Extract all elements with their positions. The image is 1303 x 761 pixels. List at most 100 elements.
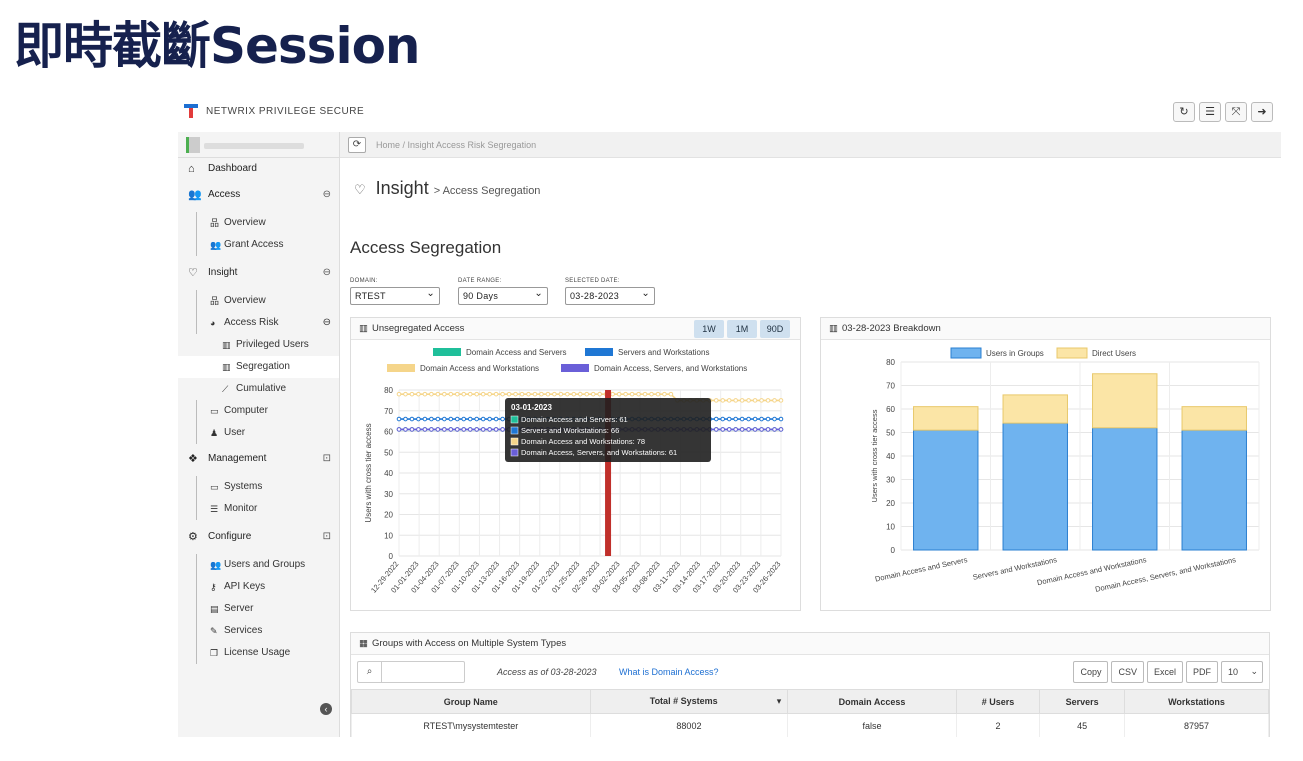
series-point [649,391,654,397]
page-subtitle: > Access Segregation [433,185,541,197]
pdf-button[interactable]: PDF [1186,661,1218,683]
sidebar-item-license-usage[interactable]: ❐ License Usage [178,642,339,664]
selected-date-select[interactable]: 03-28-2023 [565,286,655,305]
series-point [513,391,518,397]
y-tick-label: 50 [886,429,895,438]
sidebar-item-label: Access Risk [224,317,279,328]
sidebar-item-label: Overview [224,217,266,228]
bar-chart[interactable]: Users in Groups Direct Users 0 10 20 30 40 50 60… [821,340,1270,610]
sidebar-item-insight-overview[interactable]: 品 Overview [178,290,339,312]
collapse-sidebar-icon[interactable]: ‹ [320,703,332,715]
sidebar-item-users-and-groups[interactable]: 👥 Users and Groups [178,554,339,576]
table-toolbar: ⌕ Access as of 03-28-2023 What is Domain… [351,655,1269,689]
server-icon: ▤ [210,604,219,614]
range-1m-button[interactable]: 1M [727,320,757,338]
series-point [746,416,751,422]
sidebar-item-access-risk[interactable]: ◕ Access Risk ⊖ [178,312,339,334]
sidebar-item-grant-access[interactable]: 👥 Grant Access [178,234,339,256]
range-90d-button[interactable]: 90D [760,320,790,338]
column-header-workstations[interactable]: Workstations [1123,689,1270,714]
selected-date-filter: SELECTED DATE: 03-28-2023 [565,278,655,305]
collapse-icon[interactable]: ⊡ [322,453,331,464]
sidebar-item-label: Cumulative [236,383,287,394]
bar-chart-icon: ▥ [359,323,368,334]
sidebar-item-segregation[interactable]: ▥ Segregation [178,356,339,378]
section-heading: Access Segregation [350,238,502,257]
sidebar-item-insight[interactable]: ♡ Insight ⊖ [178,262,339,284]
menu-icon[interactable]: ☰ [1199,102,1221,122]
series-point [461,427,467,432]
brand-name: NETWRIX PRIVILEGE SECURE [206,105,365,117]
sidebar-item-configure[interactable]: ⚙ Configure ⊡ [178,526,339,548]
table-row[interactable]: RTEST\mysystemtester 88002 false 2 45 87… [351,713,1270,737]
chevron-down-icon: ⌄ [1250,666,1258,676]
series-point [590,391,596,397]
series-point [746,427,751,432]
avatar [186,137,200,153]
column-header-domain-access[interactable]: Domain Access [787,689,957,714]
sidebar-item-dashboard[interactable]: ⌂ Dashboard [178,158,339,180]
sidebar-item-cumulative[interactable]: ⟋ Cumulative [178,378,339,400]
y-tick-label: 80 [886,358,895,367]
series-point [778,416,784,422]
sort-desc-icon: ▾ [776,696,782,706]
series-point [636,391,641,397]
sidebar-item-computer[interactable]: ▭ Computer [178,400,339,422]
refresh-icon[interactable]: ↻ [1173,102,1195,122]
page-size-select[interactable]: 10 ⌄ [1221,661,1263,683]
copy-icon: ❐ [210,648,219,658]
table-search-input[interactable]: ⌕ [357,661,465,683]
range-1w-button[interactable]: 1W [694,320,724,338]
fullscreen-icon[interactable]: ⤧ [1225,102,1247,122]
collapse-icon[interactable]: ⊖ [322,189,331,200]
series-point [416,391,421,397]
sidebar-item-access-overview[interactable]: 品 Overview [178,212,339,234]
series-point [467,427,473,432]
table-icon: ▦ [359,638,368,649]
cell-servers: 45 [1039,713,1125,737]
line-chart[interactable]: Domain Access and Servers Servers and Wor… [351,340,800,610]
refresh-page-icon[interactable]: ⟳ [348,137,366,153]
collapse-icon[interactable]: ⊖ [322,267,331,278]
user-box[interactable] [178,132,339,158]
sidebar-item-server[interactable]: ▤ Server [178,598,339,620]
domain-select[interactable]: RTEST [350,286,440,305]
series-point [623,391,628,397]
series-point [500,391,505,397]
y-tick-label: 70 [384,407,393,416]
sidebar-item-user[interactable]: ♟ User [178,422,339,444]
date-range-select[interactable]: 90 Days [458,286,548,305]
series-point [506,391,512,397]
collapse-icon[interactable]: ⊖ [322,317,331,328]
sidebar-item-access[interactable]: 👥 Access ⊖ [178,184,339,206]
excel-button[interactable]: Excel [1146,661,1183,683]
sidebar-item-management[interactable]: ❖ Management ⊡ [178,448,339,470]
sidebar-item-monitor[interactable]: ☰ Monitor [178,498,339,520]
home-icon: ⌂ [188,163,195,175]
sidebar-item-label: Management [208,453,267,464]
sidebar-item-services[interactable]: ✎ Services [178,620,339,642]
sidebar-item-privileged-users[interactable]: ▥ Privileged Users [178,334,339,356]
column-header-group-name[interactable]: Group Name [351,689,591,714]
sidebar-item-label: Server [224,603,254,614]
column-header-servers[interactable]: Servers [1039,689,1125,714]
column-header-label: Total # Systems [649,696,718,706]
csv-button[interactable]: CSV [1111,661,1144,683]
what-is-domain-access-link[interactable]: What is Domain Access? [619,667,719,677]
tooltip-line: Domain Access and Servers: 61 [521,415,628,424]
panel-title: Unsegregated Access [371,323,465,334]
copy-button[interactable]: Copy [1073,661,1109,683]
panel-title: Groups with Access on Multiple System Ty… [371,638,567,649]
series-point [487,391,492,397]
sidebar-item-api-keys[interactable]: ⚷ API Keys [178,576,339,598]
sidebar-item-label: Dashboard [208,163,257,174]
series-point [422,391,428,397]
collapse-icon[interactable]: ⊡ [322,531,331,542]
sidebar-item-systems[interactable]: ▭ Systems [178,476,339,498]
sidebar-item-label: Services [224,625,263,636]
series-point [532,391,538,397]
column-header-users[interactable]: # Users [955,689,1041,714]
column-header-total-systems[interactable]: Total # Systems ▾ [589,689,789,714]
logout-icon[interactable]: ➜ [1251,102,1273,122]
tooltip-line: Domain Access and Workstations: 78 [521,437,645,446]
